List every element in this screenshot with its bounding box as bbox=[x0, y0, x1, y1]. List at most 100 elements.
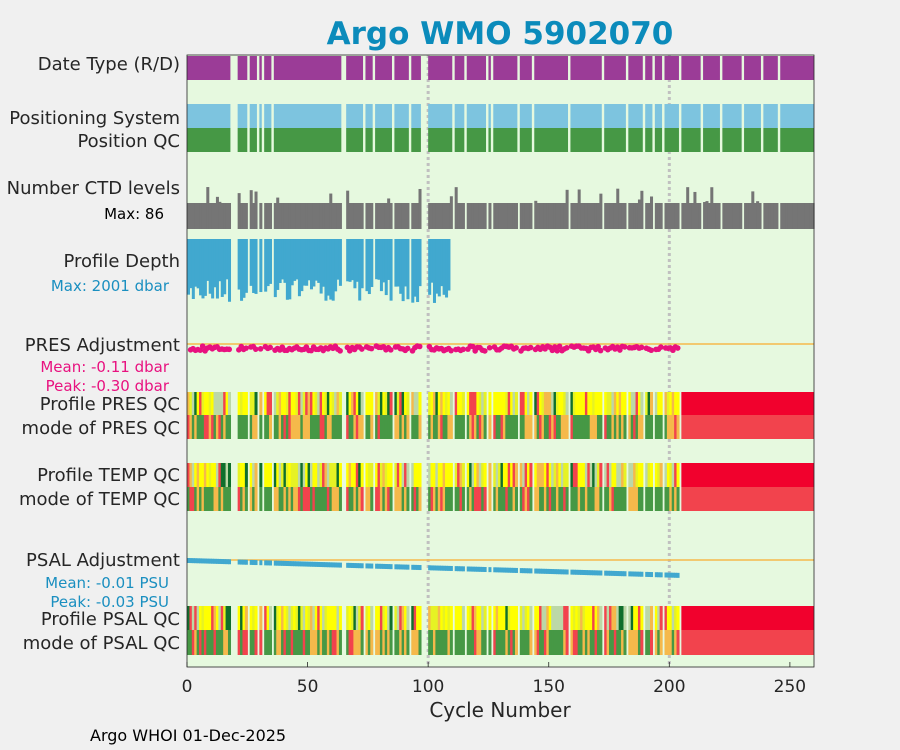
mode_temp_qc-cycle-129 bbox=[551, 487, 555, 511]
profile_temp_qc-cycle-106 bbox=[488, 463, 492, 487]
psal-adjustment-point-24 bbox=[254, 560, 258, 566]
profile_psal_qc-cycle-36 bbox=[290, 606, 294, 630]
mode_pres_qc-cycle-70 bbox=[382, 415, 386, 439]
profile-depth-bar-84 bbox=[428, 239, 432, 295]
ctd-levels-bar-9 bbox=[208, 203, 212, 229]
profile_psal_qc-cycle-106 bbox=[488, 606, 492, 630]
profile_temp_qc-tail bbox=[681, 463, 814, 487]
profile_temp_qc-cycle-99 bbox=[469, 463, 473, 487]
mode_psal_qc-cycle-61 bbox=[355, 630, 359, 655]
date_type-segment-10 bbox=[411, 56, 421, 80]
mode_pres_qc-cycle-157 bbox=[623, 415, 627, 439]
mode_pres_qc-cycle-30 bbox=[276, 415, 280, 439]
mode_psal_qc-cycle-98 bbox=[466, 630, 470, 655]
pres-adjustment-point-4 bbox=[197, 347, 204, 353]
mode_psal_qc-cycle-8 bbox=[206, 630, 210, 655]
psal-adjustment-point-168 bbox=[657, 572, 661, 578]
profile_temp_qc-cycle-9 bbox=[208, 463, 212, 487]
ctd-levels-bar-155 bbox=[618, 203, 622, 229]
ctd-levels-bar-124 bbox=[539, 203, 543, 229]
ctd-levels-bar-202 bbox=[751, 191, 755, 229]
profile-depth-bar-25 bbox=[259, 239, 263, 293]
ctd-levels-bar-153 bbox=[613, 203, 617, 229]
ctd-levels-bar-180 bbox=[691, 203, 695, 229]
positioning_system-segment-0 bbox=[187, 104, 231, 128]
psal-adjustment-point-72 bbox=[387, 564, 391, 570]
date_type-segment-18 bbox=[570, 56, 602, 80]
mode_temp_qc-cycle-49 bbox=[322, 487, 326, 511]
profile_psal_qc-cycle-112 bbox=[505, 606, 509, 630]
profile_pres_qc-cycle-58 bbox=[348, 392, 352, 415]
psal-adjustment-point-145 bbox=[592, 570, 596, 576]
mode_psal_qc-cycle-40 bbox=[300, 630, 304, 655]
profile_pres_qc-cycle-2 bbox=[191, 392, 195, 415]
profile_pres_qc-cycle-25 bbox=[259, 392, 263, 415]
profile-depth-bar-16 bbox=[225, 239, 229, 280]
profile-depth-bar-28 bbox=[268, 239, 273, 284]
mode_pres_qc-cycle-117 bbox=[519, 415, 523, 439]
mode_temp_qc-cycle-79 bbox=[406, 487, 410, 511]
ctd-levels-bar-219 bbox=[797, 203, 801, 229]
profile-depth-bar-30 bbox=[276, 239, 280, 290]
mode_psal_qc-cycle-69 bbox=[379, 630, 383, 655]
mode_temp_qc-cycle-113 bbox=[507, 487, 511, 511]
ctd-levels-bar-65 bbox=[367, 203, 371, 229]
profile_temp_qc-cycle-162 bbox=[637, 463, 641, 487]
profile_psal_qc-cycle-17 bbox=[227, 606, 232, 630]
mode_temp_qc-cycle-61 bbox=[355, 487, 359, 511]
mode_pres_qc-cycle-115 bbox=[512, 415, 516, 439]
psal-adjustment-point-88 bbox=[437, 565, 441, 571]
profile_pres_qc-cycle-130 bbox=[553, 392, 557, 415]
ctd-levels-bar-12 bbox=[215, 196, 219, 229]
chart-title: Argo WMO 5902070 bbox=[327, 16, 674, 52]
psal-adjustment-point-29 bbox=[273, 560, 277, 566]
profile_psal_qc-cycle-55 bbox=[336, 606, 340, 630]
profile_psal_qc-cycle-74 bbox=[394, 606, 398, 630]
profile_psal_qc-cycle-131 bbox=[555, 606, 559, 630]
ctd-levels-bar-206 bbox=[763, 203, 767, 229]
profile-depth-bar-8 bbox=[206, 239, 210, 281]
mode_temp_qc-cycle-152 bbox=[611, 487, 615, 511]
profile_temp_qc-cycle-166 bbox=[650, 463, 654, 487]
profile_temp_qc-cycle-107 bbox=[493, 463, 497, 487]
profile_pres_qc-cycle-55 bbox=[336, 392, 340, 415]
mode_psal_qc-cycle-136 bbox=[570, 630, 574, 655]
position_qc-segment-29 bbox=[780, 128, 814, 152]
mode_temp_qc-cycle-172 bbox=[669, 487, 673, 511]
mode_pres_qc-cycle-79 bbox=[406, 415, 410, 439]
mode_pres_qc-cycle-9 bbox=[208, 415, 212, 439]
profile_psal_qc-cycle-132 bbox=[558, 606, 562, 630]
mode_temp_qc-cycle-121 bbox=[529, 487, 533, 511]
profile_pres_qc-cycle-107 bbox=[493, 392, 497, 415]
profile_temp_qc-cycle-109 bbox=[498, 463, 502, 487]
profile_psal_qc-cycle-108 bbox=[495, 606, 499, 630]
mode_temp_qc-cycle-16 bbox=[225, 487, 229, 511]
ctd-levels-bar-13 bbox=[218, 201, 222, 229]
ctd-levels-bar-157 bbox=[623, 203, 627, 229]
psal-adjustment-point-61 bbox=[355, 563, 359, 569]
ctd-levels-bar-43 bbox=[307, 203, 311, 229]
profile_psal_qc-cycle-15 bbox=[223, 606, 227, 630]
psal-adjustment-point-70 bbox=[382, 563, 386, 569]
profile_psal_qc-cycle-66 bbox=[370, 606, 374, 630]
profile_psal_qc-cycle-118 bbox=[522, 606, 526, 630]
ctd-levels-bar-61 bbox=[355, 203, 359, 229]
date_type-segment-12 bbox=[454, 56, 465, 80]
mode_psal_qc-cycle-143 bbox=[587, 630, 591, 655]
pres-adjustment-point-168 bbox=[658, 344, 664, 350]
label-pres-mean: Mean: -0.11 dbar bbox=[40, 358, 170, 376]
profile_temp_qc-cycle-122 bbox=[534, 463, 538, 487]
profile_psal_qc-cycle-155 bbox=[618, 606, 622, 630]
profile_psal_qc-cycle-142 bbox=[584, 606, 588, 630]
profile_temp_qc-cycle-11 bbox=[213, 463, 217, 487]
profile-depth-bar-52 bbox=[329, 239, 333, 300]
positioning_system-segment-3 bbox=[259, 104, 262, 128]
profile-depth-bar-82 bbox=[416, 239, 420, 303]
ctd-levels-bar-49 bbox=[322, 203, 326, 229]
mode_temp_qc-cycle-18 bbox=[237, 487, 241, 511]
position_qc-segment-6 bbox=[346, 128, 364, 152]
mode_temp_qc-cycle-96 bbox=[459, 487, 463, 511]
profile_temp_qc-cycle-120 bbox=[527, 463, 531, 487]
ctd-levels-bar-149 bbox=[604, 203, 608, 229]
profile_pres_qc-cycle-161 bbox=[635, 392, 639, 415]
